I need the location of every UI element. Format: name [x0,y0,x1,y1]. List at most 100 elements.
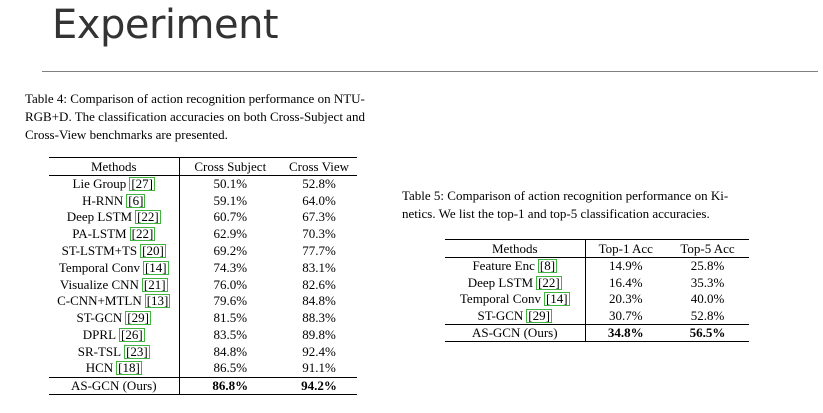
value-cell: 67.3% [302,209,336,225]
value-cell: 69.2% [213,243,248,259]
value-cell: 40.0% [690,291,725,307]
table5-kinetics-results: Methods Top-1 Acc Top-5 Acc Feature Enc[… [445,239,749,342]
method-name: DPRL [82,327,117,343]
table-row: Temporal Conv [14] 20.3% 40.0% [445,291,749,308]
value-cell: 81.5% [213,310,248,326]
method-cell: HCN [18] [49,360,180,378]
citation-link[interactable]: [18] [116,360,142,376]
method-name: ST-LSTM+TS [61,243,138,259]
value-cell: 84.8% [302,293,336,309]
table-row: PA-LSTM [22] 62.9% 70.3% [49,225,357,243]
value-cell: 70.3% [302,226,336,242]
table4-caption-line: RGB+D. The classification accuracies on … [25,109,365,124]
method-cell: SR-TSL [23] [49,343,180,361]
value-cell: 84.8% [213,343,248,359]
method-cell: Visualize CNN [21] [49,276,180,294]
table-header-row: Methods Cross Subject Cross View [49,157,357,176]
method-name: SR-TSL [77,343,122,359]
value-cell: 14.9% [608,258,643,274]
table5-caption: Table 5: Comparison of action recognitio… [402,187,798,223]
method-name: ST-GCN [477,308,524,324]
table-row: Temporal Conv [14] 74.3% 83.1% [49,259,357,277]
value-cell: 83.5% [213,327,248,343]
value-cell-best: 56.5% [689,325,726,341]
value-cell: 91.1% [302,360,336,376]
value-cell-best: 86.8% [212,377,249,393]
method-cell: AS-GCN (Ours) [445,324,586,342]
table-row-ours: AS-GCN (Ours) 34.8% 56.5% [445,324,749,342]
value-cell: 30.7% [608,308,643,324]
citation-link[interactable]: [26] [119,327,145,343]
table-row: ST-LSTM+TS [20] 69.2% 77.7% [49,242,357,260]
value-cell: 77.7% [302,243,336,259]
title-divider [42,71,818,72]
table-row: Lie Group [27] 50.1% 52.8% [49,175,357,193]
method-name: Temporal Conv [58,259,140,275]
method-cell: H-RNN [6] [49,192,180,210]
table4-caption: Table 4: Comparison of action recognitio… [25,90,389,144]
citation-link[interactable]: [29] [526,308,552,324]
citation-link[interactable]: [27] [129,176,155,192]
citation-link[interactable]: [22] [536,274,562,290]
method-cell: Temporal Conv [14] [445,291,586,308]
method-cell: ST-GCN [29] [49,309,180,327]
value-cell-best: 94.2% [301,377,337,393]
method-cell: Temporal Conv [14] [49,259,180,277]
table5-caption-line: netics. We list the top-1 and top-5 clas… [402,206,710,221]
value-cell: 79.6% [213,293,248,309]
citation-link[interactable]: [6] [126,192,146,208]
column-header-methods: Methods [445,239,586,258]
table-row: ST-GCN [29] 81.5% 88.3% [49,309,357,327]
column-header-methods: Methods [49,157,180,176]
method-cell: Deep LSTM [22] [49,209,180,226]
citation-link[interactable]: [8] [537,258,558,274]
citation-link[interactable]: [20] [140,243,166,259]
method-cell: Deep LSTM [22] [445,274,586,292]
value-cell: 60.7% [213,209,248,225]
citation-link[interactable]: [21] [141,276,168,292]
value-cell: 16.4% [608,274,643,290]
table4-caption-line: Table 4: Comparison of action recognitio… [25,91,365,106]
table-row: HCN [18] 86.5% 91.1% [49,360,357,378]
table-row: H-RNN [6] 59.1% 64.0% [49,192,357,210]
method-name: H-RNN [82,192,124,208]
method-name: HCN [85,360,114,376]
table-row: Visualize CNN [21] 76.0% 82.6% [49,276,357,294]
value-cell: 20.3% [608,291,643,307]
method-cell: AS-GCN (Ours) [49,377,180,395]
column-header-cross-subject: Cross Subject [194,158,267,174]
citation-link[interactable]: [14] [543,291,570,307]
value-cell: 92.4% [302,343,336,359]
table-header-row: Methods Top-1 Acc Top-5 Acc [445,239,749,258]
table-row: Feature Enc [8] 14.9% 25.8% [445,257,749,275]
citation-link[interactable]: [13] [144,293,171,309]
citation-link[interactable]: [22] [135,209,161,225]
method-name: Lie Group [72,176,127,192]
table-row: Deep LSTM [22] 16.4% 35.3% [445,274,749,292]
slide-title: Experiment [52,2,279,48]
value-cell: 82.6% [302,276,336,292]
table4-caption-line: Cross-View benchmarks are presented. [25,127,228,142]
value-cell: 62.9% [213,226,248,242]
citation-link[interactable]: [14] [142,259,169,275]
method-cell: ST-GCN [29] [445,307,586,325]
value-cell: 89.8% [302,327,336,343]
table4-ntu-results: Methods Cross Subject Cross View Lie Gro… [49,157,357,395]
value-cell: 83.1% [302,259,336,275]
method-cell: DPRL [26] [49,326,180,344]
method-cell: Feature Enc [8] [445,257,586,275]
table-row: C-CNN+MTLN [13] 79.6% 84.8% [49,293,357,310]
table-row-ours: AS-GCN (Ours) 86.8% 94.2% [49,377,357,395]
method-name: PA-LSTM [72,226,127,242]
method-cell: ST-LSTM+TS [20] [49,242,180,260]
table-row: ST-GCN [29] 30.7% 52.8% [445,307,749,325]
method-cell: C-CNN+MTLN [13] [49,293,180,310]
value-cell: 76.0% [213,276,248,292]
citation-link[interactable]: [22] [129,226,156,242]
method-name: ST-GCN [76,310,123,326]
method-name: Visualize CNN [59,276,139,292]
citation-link[interactable]: [23] [124,343,150,359]
citation-link[interactable]: [29] [125,310,151,326]
method-cell: PA-LSTM [22] [49,225,180,243]
column-header-top1: Top-1 Acc [598,240,653,256]
